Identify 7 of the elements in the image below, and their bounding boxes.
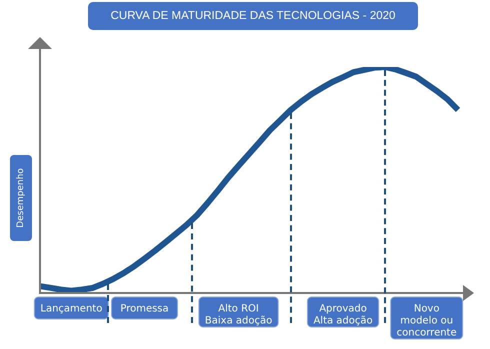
x-tick-label: Novo modelo ou concorrente	[396, 304, 457, 339]
chart-title: CURVA DE MATURIDADE DAS TECNOLOGIAS - 2020	[88, 2, 418, 30]
x-tick-label: Promessa	[120, 304, 169, 315]
x-tick-label: Aprovado Alta adoção	[313, 304, 373, 327]
x-tick-label: Alto ROI Baixa adoção	[204, 304, 272, 327]
x-tick-label: Lançamento	[40, 304, 102, 315]
y-axis-title: Desempenho	[16, 168, 26, 228]
